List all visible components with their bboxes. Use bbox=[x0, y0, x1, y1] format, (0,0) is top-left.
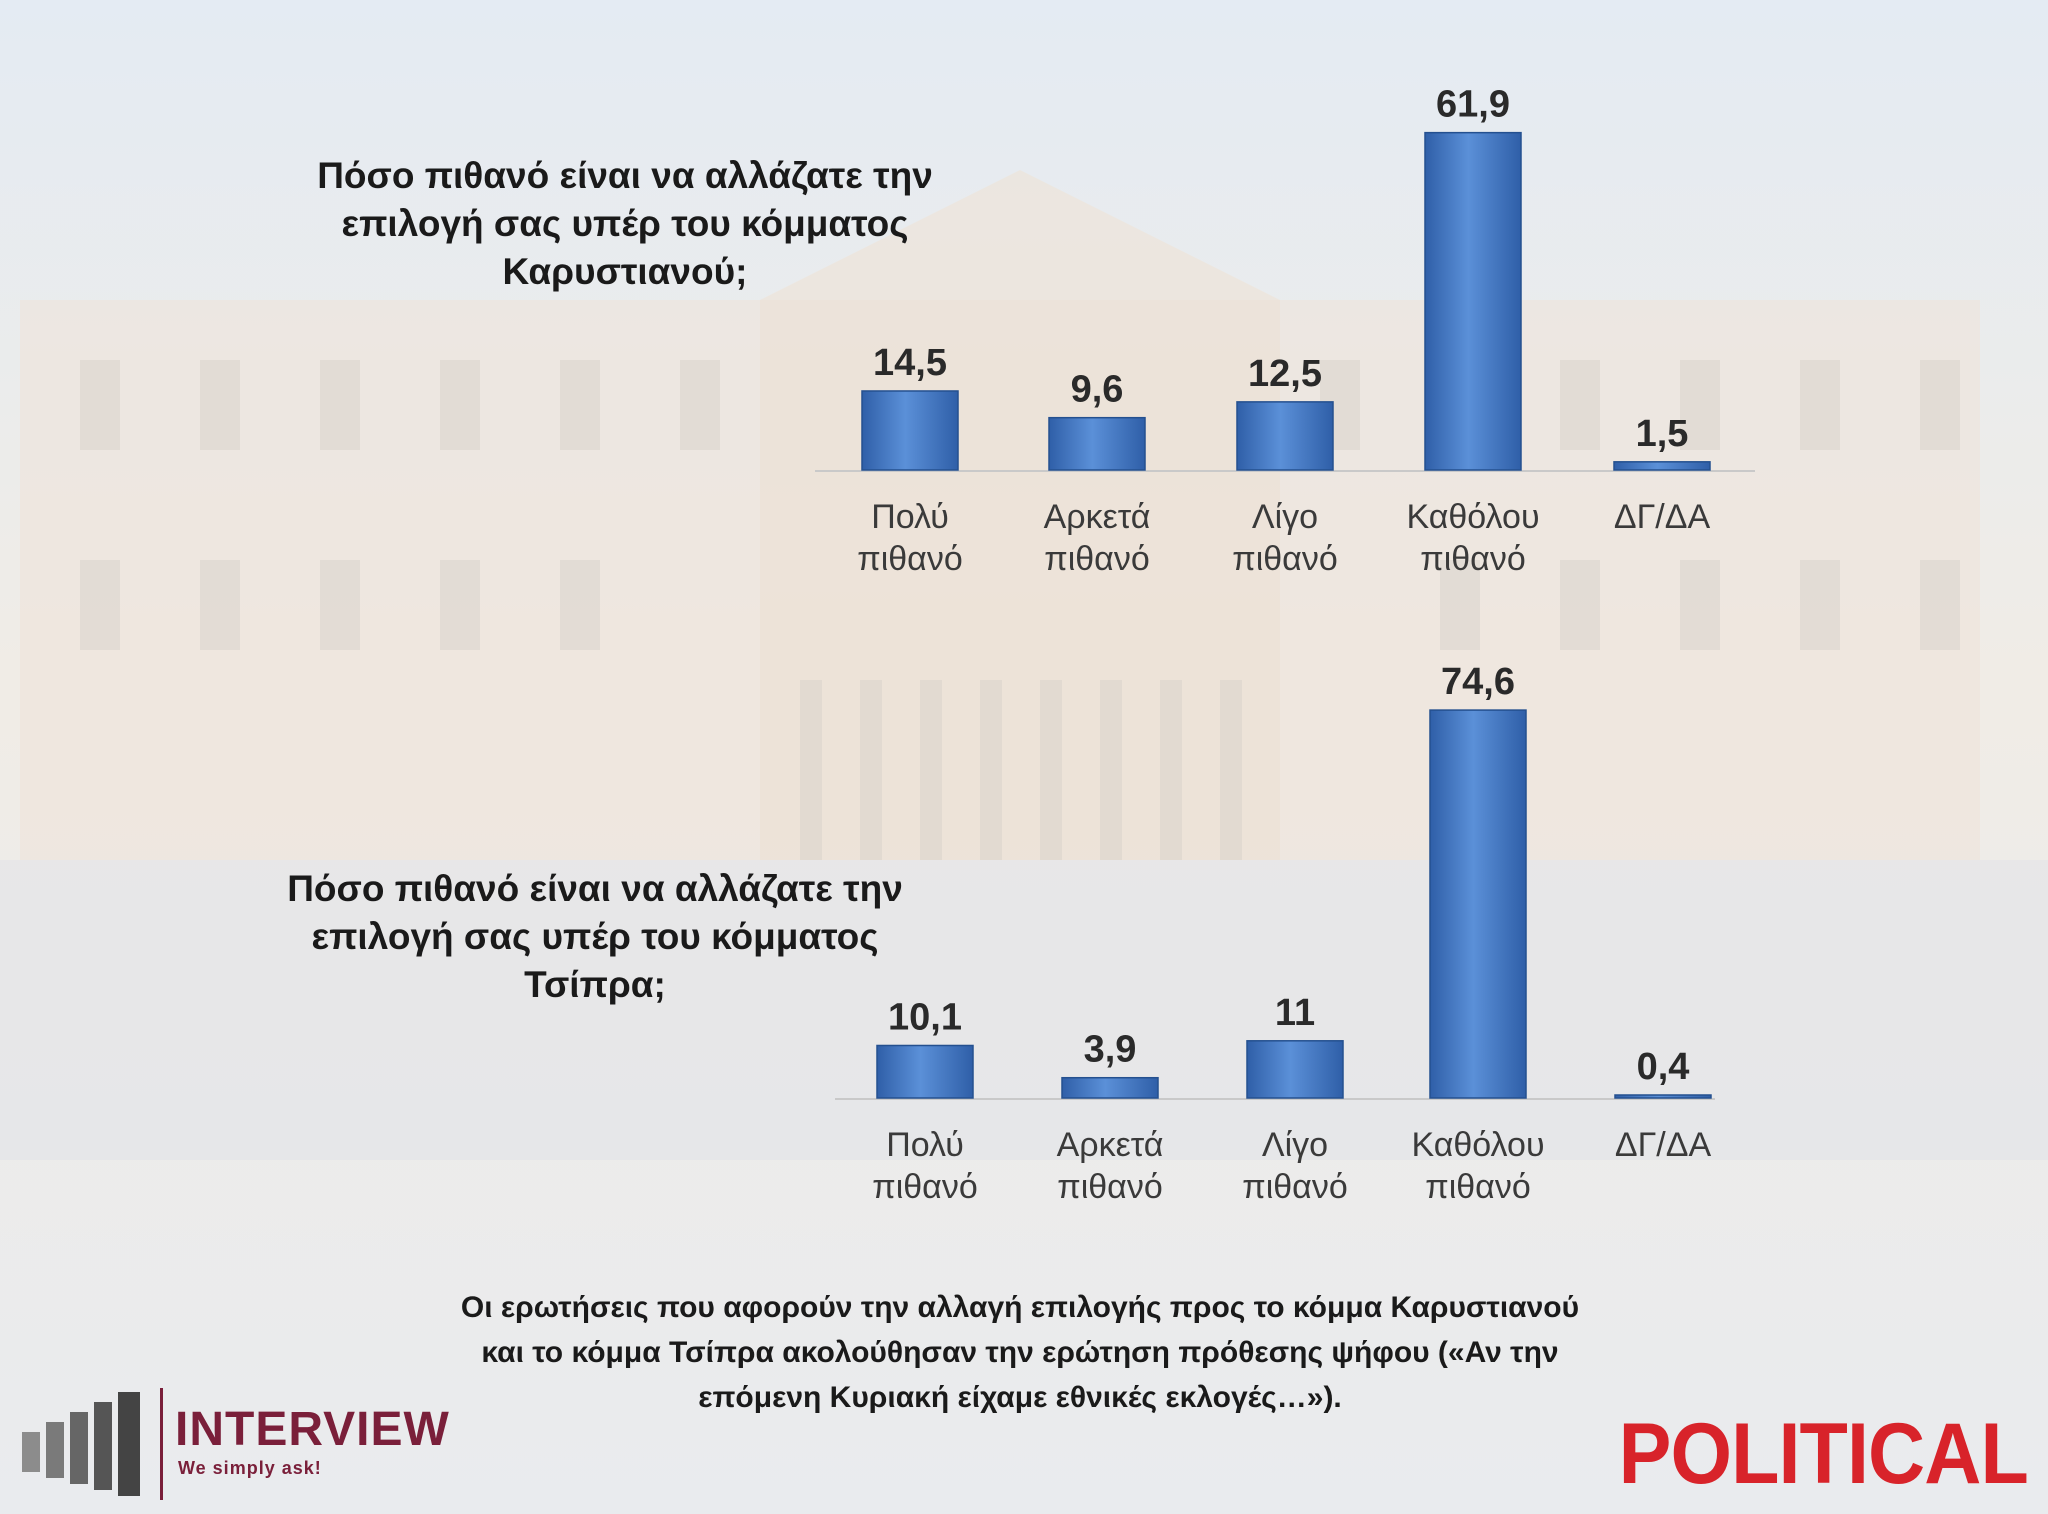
data-label: 12,5 bbox=[1248, 353, 1322, 395]
tick-label: Πολύ πιθανό bbox=[857, 498, 963, 578]
data-label: 14,5 bbox=[873, 342, 947, 384]
chart-1: 14,5 Πολύ πιθανό 9,6 Αρκετά πιθανό 12,5 Λίγο πιθ… bbox=[815, 84, 1755, 578]
bar bbox=[1061, 1076, 1159, 1099]
tick-label: Λίγο πιθανό bbox=[1242, 1126, 1348, 1206]
data-label: 3,9 bbox=[1084, 1029, 1137, 1071]
bar bbox=[876, 1044, 974, 1099]
bar bbox=[1429, 709, 1527, 1099]
logo-divider bbox=[160, 1388, 163, 1500]
footnote: Οι ερωτήσεις που αφορούν την αλλαγή επιλ… bbox=[460, 1291, 1580, 1414]
data-label: 10,1 bbox=[888, 996, 962, 1038]
tick-label: ΔΓ/ΔΑ bbox=[1614, 498, 1711, 536]
political-logo: POLITICAL bbox=[1618, 1406, 2029, 1502]
tick-label: Καθόλου πιθανό bbox=[1406, 498, 1539, 578]
chart-1-title: Πόσο πιθανό είναι να αλλάζατε την επιλογ… bbox=[317, 155, 933, 292]
bar bbox=[1236, 401, 1334, 471]
tick-label: Αρκετά πιθανό bbox=[1057, 1126, 1164, 1206]
bar bbox=[1048, 416, 1146, 471]
bar bbox=[861, 390, 959, 471]
bar bbox=[1613, 461, 1711, 471]
data-label: 74,6 bbox=[1441, 661, 1515, 703]
tick-label: Καθόλου πιθανό bbox=[1411, 1126, 1544, 1206]
tick-label: Πολύ πιθανό bbox=[872, 1126, 978, 1206]
interview-logo: INTERVIEW We simply ask! bbox=[20, 1380, 480, 1500]
tick-label: Λίγο πιθανό bbox=[1232, 498, 1338, 578]
data-label: 11 bbox=[1275, 992, 1315, 1034]
tick-label: Αρκετά πιθανό bbox=[1044, 498, 1151, 578]
bar bbox=[1246, 1040, 1344, 1099]
data-label: 61,9 bbox=[1436, 84, 1510, 126]
data-label: 0,4 bbox=[1637, 1046, 1690, 1088]
bar bbox=[1424, 131, 1522, 471]
data-label: 9,6 bbox=[1071, 369, 1124, 411]
interview-tagline: We simply ask! bbox=[178, 1458, 322, 1478]
chart-2: 10,1 Πολύ πιθανό 3,9 Αρκετά πιθανό 11 Λίγο πιθαν… bbox=[835, 661, 1715, 1206]
bar bbox=[1614, 1094, 1712, 1099]
interview-brand-name: INTERVIEW bbox=[175, 1403, 450, 1456]
building-bars-icon bbox=[22, 1392, 140, 1496]
chart-2-title: Πόσο πιθανό είναι να αλλάζατε την επιλογ… bbox=[287, 868, 903, 1005]
data-label: 1,5 bbox=[1636, 413, 1689, 455]
tick-label: ΔΓ/ΔΑ bbox=[1615, 1126, 1712, 1164]
